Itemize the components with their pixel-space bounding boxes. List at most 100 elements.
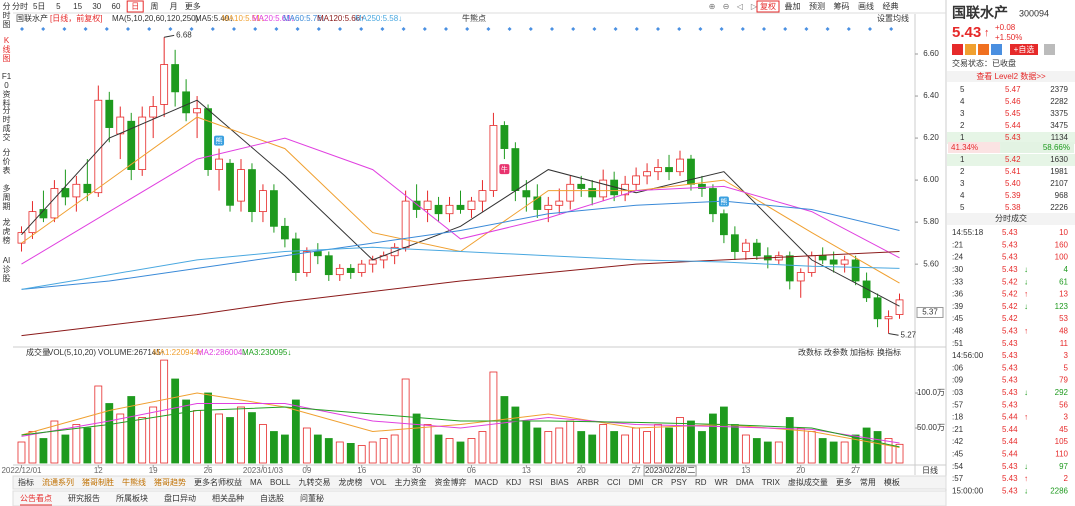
tick-direction: ↓ (1024, 462, 1028, 471)
volume-tool[interactable]: 加指标 (850, 347, 874, 357)
signal-diamond (359, 27, 364, 31)
indicator-tab[interactable]: 指标 (18, 477, 34, 487)
volume-bar (467, 438, 476, 464)
sidebar-tab[interactable]: 龙虎榜 (2, 218, 11, 245)
indicator-tab[interactable]: WR (715, 478, 729, 487)
indicator-tab[interactable]: 猪哥趋势 (154, 477, 186, 487)
ma-setting[interactable]: 设置均线 (877, 13, 909, 23)
sidebar-tab[interactable]: K线图 (2, 36, 11, 63)
bottom-tab[interactable]: 盘口异动 (164, 493, 196, 503)
indicator-tab[interactable]: ARBR (577, 478, 599, 487)
volume-bar (577, 431, 586, 464)
toolbar-tool[interactable]: 复权 (760, 1, 776, 11)
indicator-tab[interactable]: 模板 (884, 477, 900, 487)
indicator-tab[interactable]: 流通系列 (42, 477, 74, 487)
period-tab[interactable]: 60 (112, 2, 121, 11)
indicator-tab[interactable]: 牛熊线 (122, 477, 146, 487)
sidebar-tab[interactable]: 分时成交 (2, 106, 11, 142)
toolbar-icon[interactable]: ⊖ (723, 2, 730, 11)
indicator-tab[interactable]: 龙虎榜 (338, 477, 362, 487)
volume-ma-line (21, 403, 900, 444)
level2-link[interactable]: 查看 Level2 数据>> (976, 71, 1046, 81)
indicator-tab[interactable]: BIAS (551, 478, 569, 487)
indicator-tab[interactable]: 更多 (836, 477, 852, 487)
period-tab[interactable]: 分时 (12, 1, 28, 11)
period-tab[interactable]: 日 (131, 2, 139, 11)
watch-button[interactable] (1010, 44, 1038, 55)
signal-diamond (571, 27, 576, 31)
volume-tool[interactable]: 换指标 (877, 347, 901, 357)
volume-bar (17, 441, 26, 464)
indicator-tab[interactable]: CCI (607, 478, 621, 487)
indicator-tab[interactable]: 主力资金 (394, 477, 426, 487)
indicator-tab[interactable]: 虚拟成交量 (788, 477, 828, 487)
bottom-tab[interactable]: 所属板块 (116, 493, 148, 503)
volume-bar (763, 441, 772, 464)
indicator-tab[interactable]: MA (250, 478, 263, 487)
volume-tool[interactable]: 改数标 (798, 347, 822, 357)
tick-time: :21 (952, 240, 964, 249)
sidebar-tab[interactable]: 分时图 (2, 2, 11, 29)
indicator-tab[interactable]: DMA (736, 478, 754, 487)
volume-bar (478, 431, 487, 464)
indicator-tab[interactable]: DMI (629, 478, 644, 487)
tick-time: :06 (952, 363, 964, 372)
book-level: 4 (960, 191, 965, 200)
indicator-tab[interactable]: KDJ (506, 478, 521, 487)
indicator-tab[interactable]: RSI (529, 478, 542, 487)
volume-bar (357, 445, 366, 464)
signal-toggle[interactable]: 牛熊点 (462, 13, 486, 23)
indicator-tab[interactable]: 猪哥制胜 (82, 477, 114, 487)
sidebar-tab[interactable]: 分价表 (2, 148, 11, 175)
sidebar-tab[interactable]: AI诊股 (2, 256, 11, 283)
bottom-tab[interactable]: 相关品种 (212, 493, 244, 503)
indicator-tab[interactable]: 九转交易 (298, 477, 330, 487)
bottom-tab[interactable]: 研究报告 (68, 493, 100, 503)
volume-tool[interactable]: 改参数 (824, 347, 848, 357)
period-tab[interactable]: 更多 (185, 1, 201, 11)
book-price: 5.43 (1005, 133, 1021, 142)
bottom-tab[interactable]: 自选股 (260, 493, 284, 503)
bottom-tab[interactable]: 公告看点 (20, 493, 52, 503)
indicator-tab[interactable]: 更多名师权益 (194, 477, 242, 487)
volume-bar (511, 406, 520, 464)
watch-button-text[interactable]: +自选 (1014, 44, 1035, 54)
signal-diamond (719, 27, 724, 31)
candle-body (226, 162, 234, 206)
period-tab[interactable]: 15 (73, 2, 82, 11)
tick-volume: 2286 (1050, 486, 1068, 495)
period-tab[interactable]: 5日 (33, 2, 45, 11)
toolbar-icon[interactable]: ◁ (736, 2, 743, 11)
toolbar-tool[interactable]: 画线 (858, 1, 874, 11)
indicator-tab[interactable]: RD (695, 478, 707, 487)
toolbar-icon[interactable]: ⊕ (709, 2, 716, 11)
period-tab[interactable]: 30 (92, 2, 101, 11)
candle-body (741, 242, 750, 252)
sidebar-tab[interactable]: 多周期 (2, 184, 11, 211)
indicator-tab[interactable]: 资金博弈 (434, 477, 466, 487)
indicator-tab[interactable]: 常用 (860, 478, 876, 487)
book-price: 5.42 (1005, 155, 1021, 164)
book-level: 1 (960, 133, 965, 142)
tick-volume: 4 (1064, 265, 1069, 274)
volume-bar (665, 427, 673, 464)
indicator-tab[interactable]: TRIX (762, 478, 781, 487)
period-tab[interactable]: 5 (56, 2, 61, 11)
toolbar-tool[interactable]: 筹码 (834, 1, 850, 11)
toolbar-icon[interactable]: ▷ (751, 2, 758, 11)
indicator-tab[interactable]: VOL (370, 478, 387, 487)
x-tick-label: 19 (149, 466, 158, 475)
indicator-tab[interactable]: BOLL (270, 478, 291, 487)
bottom-tab[interactable]: 问董秘 (300, 493, 324, 503)
indicator-tab[interactable]: CR (651, 478, 663, 487)
toolbar-tool[interactable]: 叠加 (785, 1, 801, 11)
crosshair-price-box (916, 306, 944, 318)
toolbar-tool[interactable]: 经典 (883, 1, 899, 11)
period-tab[interactable]: 周 (150, 2, 158, 11)
indicator-tab[interactable]: MACD (474, 478, 498, 487)
sidebar-tab[interactable]: F10资料 (1, 72, 12, 108)
indicator-tab[interactable]: PSY (671, 478, 688, 487)
toolbar-tool[interactable]: 预测 (809, 1, 825, 11)
period-tab[interactable]: 月 (170, 2, 178, 11)
